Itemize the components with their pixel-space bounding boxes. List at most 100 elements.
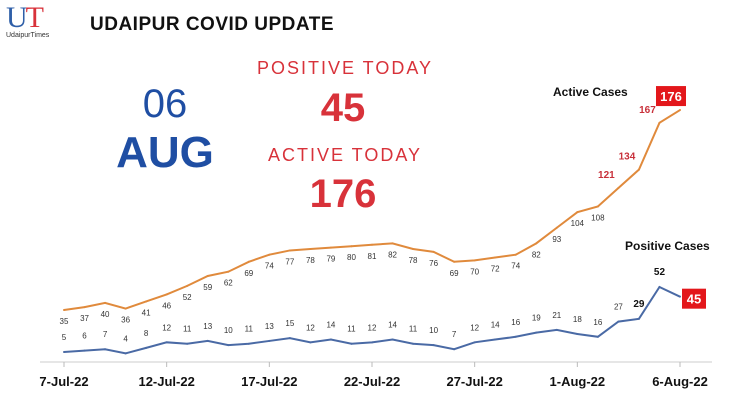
positive-point: [473, 341, 476, 344]
positive-data-label: 11: [409, 325, 418, 334]
active-point: [186, 284, 189, 287]
positive-point: [555, 328, 558, 331]
active-data-label: 121: [598, 170, 615, 181]
positive-data-label: 27: [614, 303, 623, 312]
positive-data-label: 6: [82, 332, 87, 341]
active-data-label: 40: [101, 310, 110, 319]
positive-point: [124, 352, 127, 355]
positive-today-label: POSITIVE TODAY: [256, 58, 434, 78]
active-data-label: 82: [532, 250, 541, 259]
active-data-label: 81: [368, 252, 377, 261]
active-data-label: 104: [571, 219, 585, 228]
active-data-label: 167: [639, 105, 656, 116]
positive-data-label: 11: [347, 325, 356, 334]
active-point: [124, 307, 127, 310]
positive-point: [268, 339, 271, 342]
active-data-label: 82: [388, 250, 397, 259]
positive-point: [63, 351, 65, 353]
positive-data-label: 14: [326, 321, 335, 330]
positive-data-label: 5: [62, 333, 67, 342]
positive-data-label: 16: [593, 318, 602, 327]
positive-data-label: 18: [573, 315, 582, 324]
positive-point: [350, 342, 353, 345]
active-data-label: 108: [591, 213, 605, 222]
positive-data-label: 14: [388, 321, 397, 330]
active-point: [596, 205, 599, 208]
positive-point: [658, 285, 661, 288]
active-data-label: 77: [285, 257, 294, 266]
x-tick-label: 7-Jul-22: [39, 374, 88, 389]
positive-data-label: 13: [265, 322, 274, 331]
page-title: UDAIPUR COVID UPDATE: [90, 14, 334, 35]
active-point: [350, 245, 353, 248]
x-tick-label: 12-Jul-22: [138, 374, 194, 389]
active-point: [104, 301, 107, 304]
active-point: [63, 309, 65, 311]
active-data-label: 46: [162, 301, 171, 310]
active-data-label: 93: [552, 235, 561, 244]
active-point: [637, 168, 640, 171]
positive-point: [617, 320, 620, 323]
positive-data-label: 11: [245, 325, 254, 334]
active-data-label: 72: [491, 265, 500, 274]
positive-point: [371, 341, 373, 344]
active-point: [165, 293, 168, 296]
active-cases-line: [63, 109, 681, 311]
active-point: [514, 253, 517, 256]
positive-data-label: 29: [633, 299, 645, 310]
positive-data-label: 52: [654, 267, 666, 278]
date-day: 06: [142, 82, 188, 126]
positive-point: [596, 335, 599, 338]
active-point: [329, 246, 332, 249]
positive-point: [227, 344, 230, 347]
active-data-label: 176: [660, 89, 682, 104]
active-latest-badge: [656, 86, 686, 107]
positive-today-value: 45: [320, 86, 366, 130]
active-point: [288, 249, 291, 252]
positive-data-label: 7: [452, 330, 457, 339]
legend-active-cases: Active Cases: [553, 85, 628, 99]
active-data-label: 69: [244, 269, 253, 278]
active-point: [494, 256, 497, 259]
positive-point: [637, 317, 640, 320]
positive-point: [165, 341, 168, 344]
positive-point: [535, 331, 538, 334]
positive-data-label: 11: [183, 325, 192, 334]
positive-point: [329, 338, 332, 341]
positive-point: [391, 338, 394, 341]
active-point: [453, 260, 456, 263]
active-point: [206, 274, 209, 277]
positive-data-label: 12: [306, 323, 315, 332]
active-point: [617, 187, 620, 190]
date-month: AUG: [116, 128, 214, 177]
x-tick-label: 27-Jul-22: [446, 374, 502, 389]
positive-point: [104, 348, 107, 351]
positive-data-label: 10: [429, 326, 438, 335]
active-point: [679, 109, 681, 112]
positive-data-label: 12: [470, 323, 479, 332]
active-point: [227, 270, 230, 273]
x-tick-label: 22-Jul-22: [344, 374, 400, 389]
active-data-label: 74: [265, 262, 274, 271]
positive-data-label: 4: [123, 334, 128, 343]
positive-data-label: 8: [144, 329, 149, 338]
active-data-label: 62: [224, 279, 233, 288]
positive-point: [679, 295, 681, 298]
active-point: [268, 253, 271, 256]
positive-data-label: 12: [368, 323, 377, 332]
positive-point: [453, 348, 456, 351]
positive-data-label: 14: [491, 321, 500, 330]
active-data-label: 79: [326, 255, 335, 264]
positive-point: [186, 342, 189, 345]
positive-point: [83, 349, 86, 352]
active-point: [145, 300, 148, 303]
positive-point: [206, 339, 209, 342]
positive-data-label: 10: [224, 326, 233, 335]
active-data-label: 36: [121, 316, 130, 325]
active-point: [658, 121, 661, 124]
positive-point: [576, 333, 579, 336]
x-tick-label: 1-Aug-22: [550, 374, 606, 389]
active-data-label: 59: [203, 283, 212, 292]
active-point: [309, 248, 312, 251]
positive-data-label: 19: [532, 314, 541, 323]
